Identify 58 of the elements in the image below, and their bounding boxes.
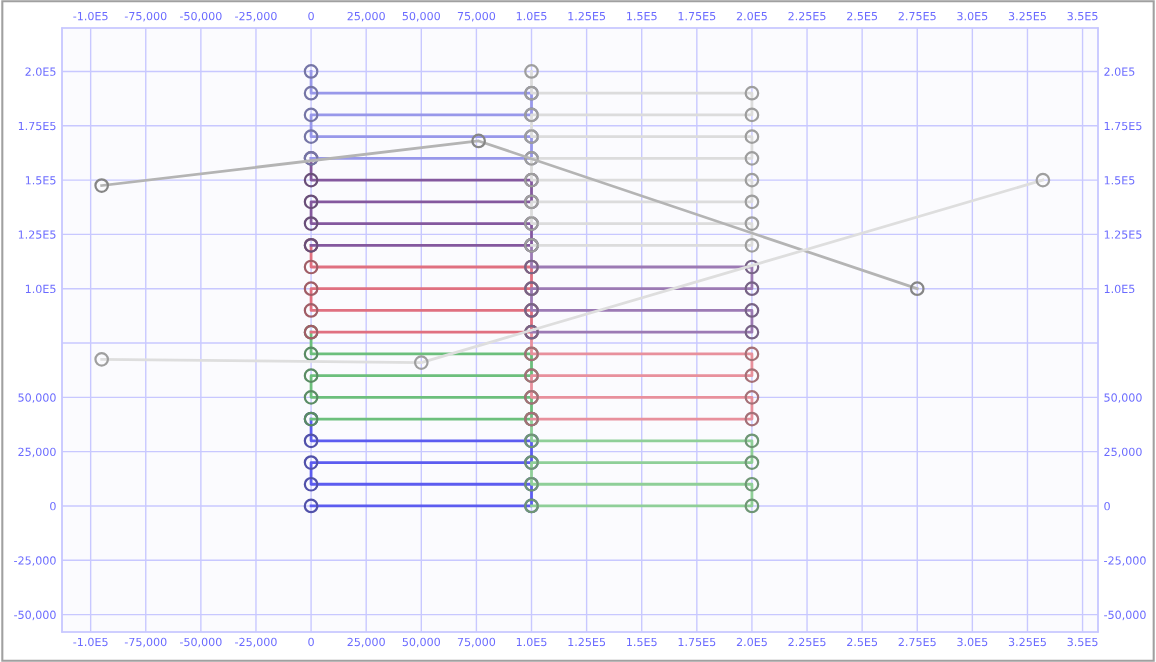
- x-tick-label: 1.5E5: [627, 637, 657, 647]
- y-tick-label: 0: [50, 501, 56, 511]
- y2-tick-label: 0: [1104, 501, 1110, 511]
- x2-tick-label: -1.0E5: [73, 11, 108, 21]
- y2-tick-label: 50,000: [1104, 393, 1142, 403]
- x-tick-label: 25,000: [347, 637, 385, 648]
- x-tick-label: 1.0E5: [516, 637, 547, 647]
- y-tick-label: 25,000: [18, 447, 56, 458]
- x-tick-label: 3.25E5: [1008, 637, 1046, 647]
- y-tick-label: 1.25E5: [18, 230, 56, 239]
- x-tick-label: 0: [308, 637, 314, 647]
- x2-tick-label: 2.0E5: [736, 11, 767, 21]
- x-tick-label: 75,000: [457, 637, 496, 648]
- y2-tick-label: -25,000: [1104, 556, 1146, 566]
- y2-tick-label: 2.0E5: [1104, 67, 1135, 76]
- x2-tick-label: -25,000: [235, 11, 277, 22]
- x2-tick-label: 3.5E5: [1067, 11, 1098, 21]
- x2-tick-label: 3.25E5: [1008, 11, 1046, 21]
- x-tick-label: 2.75E5: [898, 637, 936, 647]
- x2-tick-label: -75,000: [124, 11, 167, 22]
- x-tick-label: 3.5E5: [1067, 637, 1098, 647]
- x2-tick-label: 1.75E5: [678, 12, 716, 21]
- y-tick-label: -50,000: [14, 610, 56, 621]
- x2-tick-label: 2.25E5: [788, 11, 826, 21]
- x2-tick-label: 1.5E5: [627, 12, 657, 21]
- y-tick-label: -25,000: [14, 556, 56, 566]
- y2-tick-label: -50,000: [1104, 610, 1146, 621]
- y-tick-label: 1.75E5: [18, 121, 56, 131]
- x2-tick-label: -50,000: [179, 11, 222, 22]
- x2-tick-label: 2.75E5: [898, 11, 936, 21]
- x-tick-label: 2.25E5: [788, 637, 826, 647]
- x-tick-label: 1.75E5: [678, 637, 716, 647]
- y2-tick-label: 1.0E5: [1104, 284, 1135, 294]
- x-tick-label: -75,000: [124, 637, 167, 648]
- y2-tick-label: 1.25E5: [1104, 230, 1142, 239]
- y2-tick-label: 1.75E5: [1104, 121, 1142, 131]
- y-tick-label: 50,000: [18, 393, 56, 403]
- x-tick-label: -1.0E5: [73, 637, 108, 647]
- x-tick-label: 1.25E5: [568, 637, 606, 647]
- x2-tick-label: 75,000: [457, 11, 496, 22]
- x-tick-label: 2.0E5: [736, 637, 767, 647]
- x-tick-label: 3.0E5: [957, 637, 988, 647]
- x2-tick-label: 3.0E5: [957, 11, 988, 21]
- x2-tick-label: 2.5E5: [847, 11, 878, 21]
- y-tick-label: 1.0E5: [25, 284, 56, 294]
- x-tick-label: 2.5E5: [847, 637, 878, 647]
- x2-tick-label: 50,000: [402, 11, 440, 22]
- y2-tick-label: 25,000: [1104, 447, 1142, 458]
- x2-tick-label: 1.0E5: [516, 11, 547, 21]
- y2-tick-label: 1.5E5: [1104, 176, 1135, 185]
- x-tick-label: -50,000: [179, 637, 222, 648]
- y-tick-label: 2.0E5: [25, 67, 56, 76]
- x2-tick-label: 25,000: [347, 11, 385, 22]
- x-tick-label: 50,000: [402, 637, 440, 648]
- x2-tick-label: 0: [308, 11, 314, 21]
- y-tick-label: 1.5E5: [25, 176, 56, 185]
- x2-tick-label: 1.25E5: [568, 11, 606, 21]
- x-tick-label: -25,000: [235, 637, 277, 648]
